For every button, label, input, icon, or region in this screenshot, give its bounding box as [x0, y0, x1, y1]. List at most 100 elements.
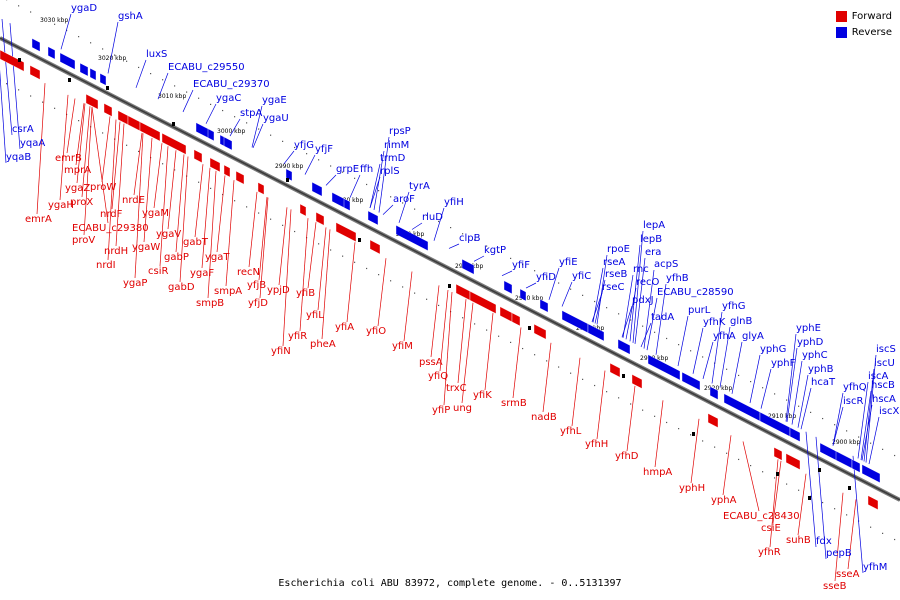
label-leader-lines [0, 13, 880, 582]
reverse-leader-line [525, 282, 537, 289]
ruler-dot [774, 393, 776, 395]
ruler-dot [642, 409, 644, 411]
reverse-gene-label: yfhQ [843, 382, 867, 393]
forward-leader-line [107, 119, 117, 261]
forward-gene-label: yfiL [306, 310, 324, 321]
ruler-dot [822, 417, 824, 420]
scale-tick-label: 2990 kbp [275, 163, 303, 170]
reverse-gene-label: rseC [602, 282, 624, 293]
reverse-leader-line [622, 274, 634, 338]
reverse-gene-label: yfjG [294, 140, 314, 151]
forward-gene-block [103, 103, 113, 117]
forward-gene-label: sseB [823, 581, 847, 592]
forward-gene-block [139, 121, 161, 142]
ruler-dot [666, 421, 668, 424]
reverse-gene-label: rseB [605, 269, 627, 280]
reverse-gene-label: ygaE [262, 95, 287, 106]
feature-marker [106, 86, 109, 90]
reverse-leader-line [791, 360, 803, 425]
forward-gene-label: gabD [168, 282, 195, 293]
reverse-gene-label: yfiD [536, 272, 556, 283]
reverse-gene-block [519, 288, 527, 302]
reverse-leader-line [634, 257, 646, 345]
forward-gene-label: ygaH [48, 200, 74, 211]
reverse-leader-line [548, 267, 560, 300]
reverse-gene-label: yqaA [20, 138, 45, 149]
ruler-dot [174, 85, 176, 87]
forward-leader-line [207, 170, 217, 299]
ruler-dot [702, 356, 704, 358]
forward-gene-label: yfiN [271, 346, 291, 357]
reverse-gene-label: stpA [240, 108, 262, 119]
ruler-dot [522, 347, 524, 350]
ruler-dot [78, 36, 80, 38]
ruler-dot [114, 54, 116, 56]
reverse-gene-label: glnB [730, 316, 752, 327]
ruler-dot [498, 251, 500, 253]
reverse-gene-label: iscS [876, 344, 896, 355]
forward-leader-line [101, 116, 111, 183]
gene-features [0, 38, 881, 511]
ruler-dot [738, 374, 740, 377]
reverse-gene-label: yfhG [722, 301, 746, 312]
ruler-dot [426, 298, 428, 300]
forward-gene-label: yfjD [248, 298, 268, 309]
forward-gene-label: proV [72, 235, 95, 246]
ruler-dot [774, 477, 776, 479]
ruler-dot [762, 471, 764, 473]
ruler-dot [42, 17, 44, 19]
forward-gene-block [707, 413, 719, 428]
ruler-dot [438, 220, 440, 223]
scale-tick-label: 2920 kbp [704, 385, 732, 392]
reverse-leader-line [646, 297, 658, 351]
ruler-dot [186, 91, 188, 93]
scale-tick-label: 3000 kbp [217, 128, 245, 135]
forward-leader-line [159, 146, 169, 267]
reverse-gene-label: pdxJ [632, 295, 654, 306]
ruler-dot [750, 465, 752, 467]
reverse-leader-line [621, 305, 633, 338]
forward-gene-label: proW [90, 182, 116, 193]
forward-leader-line [259, 197, 269, 299]
forward-leader-line [484, 313, 494, 391]
reverse-gene-label: yfjF [315, 144, 333, 155]
reverse-gene-label: ygaC [216, 93, 241, 104]
reverse-leader-line [797, 374, 809, 428]
ruler-dot [342, 171, 344, 173]
reverse-leader-line [0, 69, 7, 164]
reverse-leader-line [805, 431, 817, 548]
ruler-dot [426, 214, 428, 216]
forward-gene-block [631, 374, 643, 389]
forward-leader-line [317, 227, 327, 311]
ruler-dot [510, 257, 512, 259]
reverse-leader-line [1, 18, 13, 136]
ruler-dot [870, 442, 872, 444]
reverse-gene-label: acpS [654, 259, 678, 270]
reverse-gene-block [59, 52, 76, 70]
ruler-dot [222, 193, 224, 196]
feature-marker [286, 178, 289, 182]
reverse-gene-label: ECABU_c28590 [657, 287, 734, 298]
reverse-leader-line [785, 333, 797, 422]
feature-marker [448, 284, 451, 288]
forward-leader-line [542, 342, 552, 413]
forward-gene-block [257, 182, 265, 195]
reverse-gene-label: ECABU_c29370 [193, 79, 270, 90]
ruler-dot [462, 317, 464, 319]
ruler-dot [894, 454, 896, 457]
ruler-dot [162, 79, 164, 81]
forward-leader-line [626, 385, 636, 452]
ruler-dot [90, 42, 92, 44]
ruler-dot [630, 403, 632, 405]
reverse-gene-block [99, 73, 107, 86]
ruler-dot [294, 146, 296, 149]
reverse-gene-label: yfhM [863, 562, 887, 573]
ruler-dot [330, 249, 332, 251]
reverse-gene-label: yfiE [559, 257, 578, 268]
reverse-gene-label: aroF [393, 194, 415, 205]
reverse-gene-block [647, 354, 681, 381]
ruler-dot [306, 153, 308, 155]
forward-leader-line [75, 103, 85, 166]
ruler-dot [30, 95, 32, 97]
forward-gene-label: yfiR [288, 331, 307, 342]
